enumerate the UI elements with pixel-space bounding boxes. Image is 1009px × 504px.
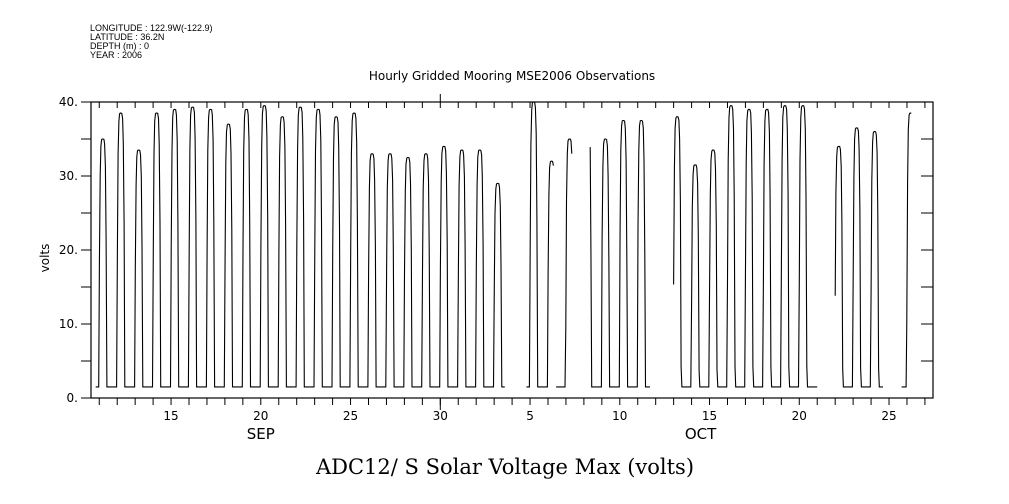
- x-tick-label: 5: [526, 409, 534, 423]
- x-tick-label: 30: [433, 409, 448, 423]
- depth-label: DEPTH (m) : 0: [90, 41, 149, 51]
- voltage-series-line: [526, 101, 554, 388]
- y-tick-label: 20.: [59, 243, 78, 257]
- latitude-label: LATITUDE : 36.2N: [90, 32, 164, 42]
- voltage-series-line: [556, 138, 573, 388]
- voltage-series-line: [673, 105, 818, 388]
- x-tick-label: 25: [881, 409, 896, 423]
- x-tick-label: 20: [792, 409, 807, 423]
- y-tick-label: 10.: [59, 317, 78, 331]
- x-tick-label: 15: [702, 409, 717, 423]
- x-tick-label: 25: [343, 409, 358, 423]
- y-tick-label: 40.: [59, 95, 78, 109]
- longitude-label: LONGITUDE : 122.9W(-122.9): [90, 23, 213, 33]
- year-label: YEAR : 2006: [90, 50, 142, 60]
- chart-title: Hourly Gridded Mooring MSE2006 Observati…: [369, 69, 655, 83]
- voltage-series-line: [901, 112, 912, 388]
- month-label: OCT: [685, 425, 717, 443]
- voltage-series-line: [834, 127, 883, 388]
- y-tick-label: 0.: [67, 391, 78, 405]
- x-axis-label: ADC12/ S Solar Voltage Max (volts): [315, 455, 694, 479]
- x-tick-label: 15: [163, 409, 178, 423]
- month-label: SEP: [247, 425, 275, 443]
- y-axis-label: volts: [38, 244, 52, 273]
- x-tick-label: 20: [253, 409, 268, 423]
- y-tick-label: 30.: [59, 169, 78, 183]
- voltage-series-line: [589, 119, 650, 388]
- x-tick-label: 10: [612, 409, 627, 423]
- voltage-series-line: [95, 105, 505, 388]
